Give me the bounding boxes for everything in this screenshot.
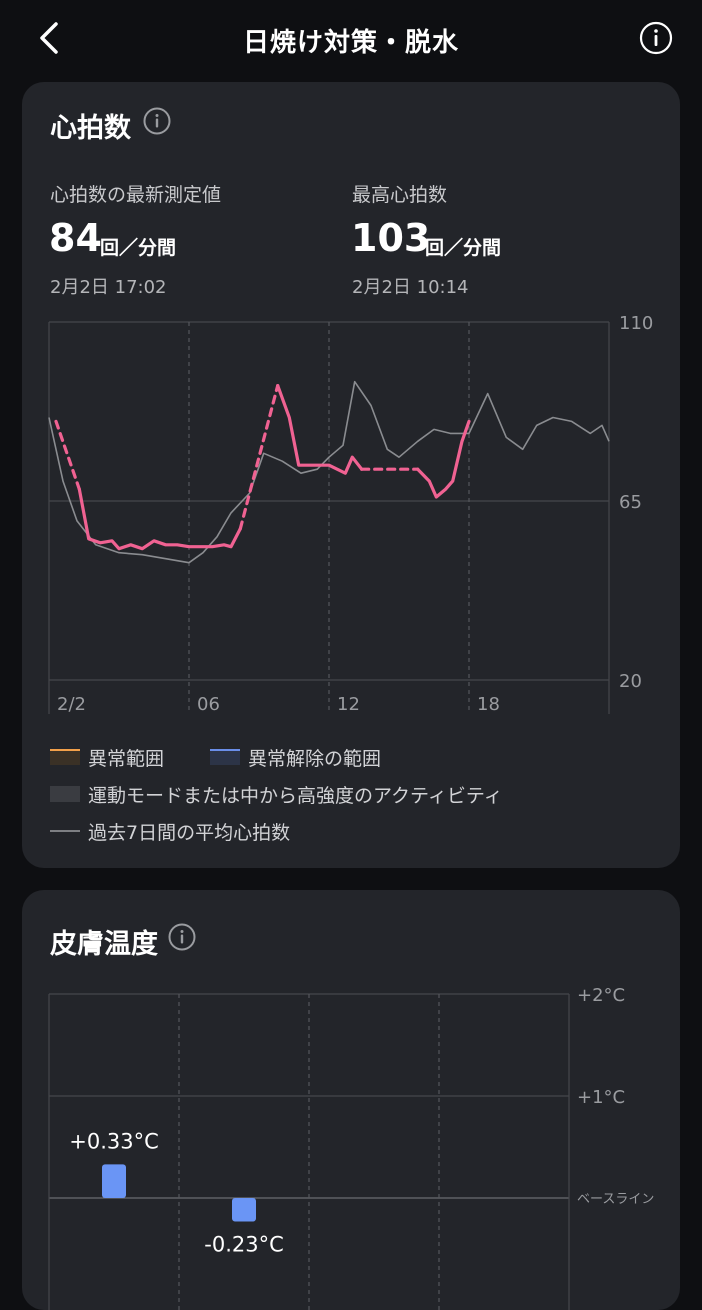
info-button[interactable] <box>638 20 674 56</box>
average-swatch <box>50 830 80 832</box>
sk-bar <box>232 1198 256 1222</box>
hr-series-current_solid_3 <box>416 419 471 499</box>
page-title: 日焼け対策・脱水 <box>242 28 459 58</box>
legend-exercise: 運動モードまたは中から高強度のアクティビティ <box>50 780 503 808</box>
hr-x-tick: 2/2 <box>57 694 86 715</box>
latest-hr-value: 84 <box>49 216 102 260</box>
hr-series-current_dashed_2 <box>238 384 280 531</box>
heart-rate-card: 心拍数 心拍数の最新測定値 84 回／分間 2月2日 17:02 最高心拍数 1… <box>22 82 680 868</box>
latest-hr-label: 心拍数の最新測定値 <box>50 184 222 206</box>
hr-series-current_dashed_1 <box>54 419 81 491</box>
hr-y-tick: 65 <box>619 492 642 513</box>
max-hr-time: 2月2日 10:14 <box>352 277 469 298</box>
hr-y-tick: 20 <box>619 671 642 692</box>
hr-series-average <box>48 380 610 564</box>
latest-hr-time: 2月2日 17:02 <box>50 277 167 298</box>
sk-bar <box>102 1164 126 1198</box>
skin-temp-card: 皮膚温度 +2°C +1°C ベースライン +0.33°C -0.23°C <box>22 890 680 1310</box>
info-icon <box>168 923 196 951</box>
heart-rate-title: 心拍数 <box>50 113 131 144</box>
sk-bar-label: -0.23°C <box>204 1232 284 1256</box>
skin-temp-info-button[interactable] <box>167 922 197 952</box>
exercise-swatch <box>50 786 80 802</box>
sk-y-tick: +1°C <box>577 1087 625 1108</box>
back-button[interactable] <box>30 18 70 58</box>
max-hr-label: 最高心拍数 <box>352 184 448 206</box>
legend-abnormal-cleared-label: 異常解除の範囲 <box>248 747 382 770</box>
heart-rate-info-button[interactable] <box>142 106 172 136</box>
legend-average: 過去7日間の平均心拍数 <box>50 817 290 845</box>
skin-temp-title: 皮膚温度 <box>50 929 158 960</box>
hr-x-tick: 12 <box>337 694 360 715</box>
heart-rate-chart: 110 65 20 2/2 06 12 18 <box>48 313 653 715</box>
abnormal-cleared-swatch <box>210 749 240 765</box>
legend-average-label: 過去7日間の平均心拍数 <box>88 821 291 844</box>
max-hr-value: 103 <box>351 216 431 260</box>
hr-series-current_solid_2 <box>276 384 364 475</box>
legend-exercise-label: 運動モードまたは中から高強度のアクティビティ <box>88 784 503 807</box>
skin-temp-chart: +2°C +1°C ベースライン +0.33°C -0.23°C <box>48 985 654 1310</box>
sk-y-tick: ベースライン <box>577 1192 654 1207</box>
info-icon <box>143 107 171 135</box>
info-icon <box>639 21 673 55</box>
hr-y-tick: 110 <box>619 313 653 334</box>
legend-abnormal-label: 異常範囲 <box>88 747 165 770</box>
legend-abnormal: 異常範囲 <box>50 743 164 771</box>
top-app-bar: 日焼け対策・脱水 <box>0 0 702 80</box>
hr-series-current_solid_1 <box>77 487 242 551</box>
sk-y-tick: +2°C <box>577 985 625 1006</box>
hr-x-tick: 18 <box>477 694 500 715</box>
chevron-left-icon <box>40 22 58 54</box>
legend-abnormal-cleared: 異常解除の範囲 <box>210 743 381 771</box>
sk-bar-label: +0.33°C <box>69 1129 159 1153</box>
hr-x-tick: 06 <box>197 694 220 715</box>
max-hr-unit: 回／分間 <box>425 237 502 259</box>
latest-hr-unit: 回／分間 <box>100 237 177 259</box>
abnormal-swatch <box>50 749 80 765</box>
